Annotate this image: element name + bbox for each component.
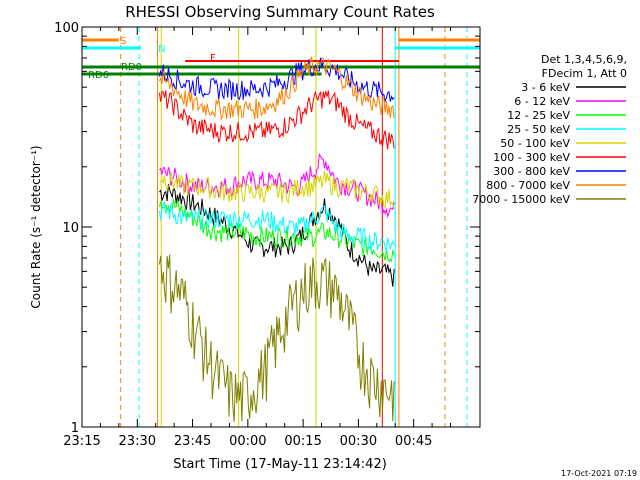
- x-tick-label: 23:45: [174, 434, 211, 449]
- legend-label: 25 - 50 keV: [507, 123, 570, 136]
- flare-flag-label: F: [210, 53, 216, 64]
- rd0-flag-label: RD0: [121, 62, 142, 73]
- series-layer: [158, 55, 395, 422]
- x-tick-label: 23:30: [119, 434, 156, 449]
- legend-label: 3 - 6 keV: [521, 81, 570, 94]
- x-tick-label: 23:15: [63, 434, 100, 449]
- series-line-3-6-keV: [159, 184, 395, 287]
- night-flag-label: N: [158, 44, 165, 55]
- y-tick-label: 1: [71, 421, 79, 436]
- axes-layer: 23:15 23:30 23:45 00:00 00:15 00:30 00:45 1 10 10…: [54, 21, 480, 449]
- series-line-7000-15000-keV: [158, 254, 395, 422]
- y-tick-label: 10: [62, 221, 79, 236]
- x-tick-label: 00:45: [395, 434, 432, 449]
- x-tick-label: 00:30: [340, 434, 377, 449]
- legend-label: 12 - 25 keV: [507, 109, 570, 122]
- legend-label: 6 - 12 keV: [514, 95, 570, 108]
- series-line-100-300-keV: [158, 90, 395, 150]
- generation-timestamp: 17-Oct-2021 07:19: [561, 469, 637, 478]
- legend-label: 7000 - 15000 keV: [472, 193, 570, 206]
- legend: Det 1,3,4,5,6,9, FDecim 1, Att 0 3 - 6 k…: [472, 53, 627, 206]
- chart-title: RHESSI Observing Summary Count Rates: [125, 3, 435, 21]
- y-axis-label: Count Rate (s⁻¹ detector⁻¹): [29, 145, 43, 308]
- y-tick-label: 100: [54, 21, 79, 36]
- series-line-12-25-keV: [158, 199, 395, 263]
- legend-header-line-2: FDecim 1, Att 0: [542, 67, 627, 80]
- series-line-25-50-keV: [158, 200, 395, 253]
- legend-header-line-1: Det 1,3,4,5,6,9,: [541, 53, 627, 66]
- legend-label: 300 - 800 keV: [493, 165, 570, 178]
- rd6-flag-label: RD6: [88, 70, 109, 81]
- saa-flag-label: S: [120, 36, 126, 47]
- legend-label: 50 - 100 keV: [500, 137, 570, 150]
- series-line-800-7000-keV: [158, 55, 395, 122]
- legend-label: 800 - 7000 keV: [486, 179, 570, 192]
- x-tick-label: 00:00: [229, 434, 266, 449]
- series-line-50-100-keV: [159, 171, 395, 209]
- x-tick-label: 00:15: [284, 434, 321, 449]
- x-axis-label: Start Time (17-May-11 23:14:42): [173, 457, 387, 472]
- legend-label: 100 - 300 keV: [493, 151, 570, 164]
